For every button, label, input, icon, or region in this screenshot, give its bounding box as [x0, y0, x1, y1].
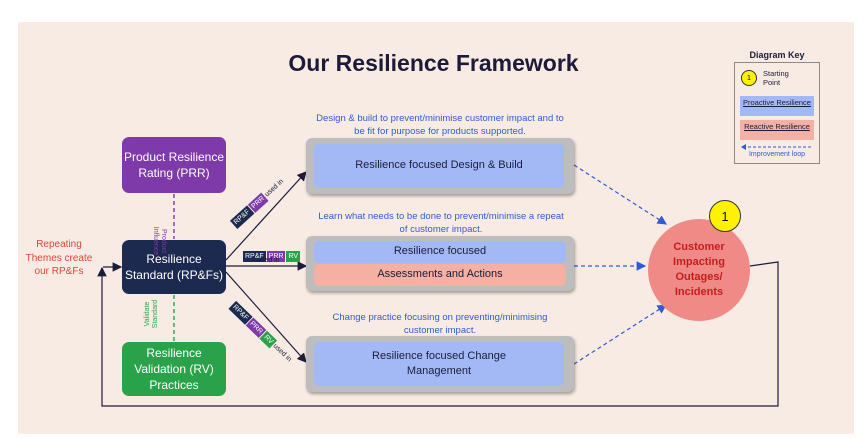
change-to-outcome-arrow: [573, 304, 668, 365]
lane-middle-description: Learn what needs to be done to prevent/m…: [318, 211, 564, 236]
node-resilience-validation: Resilience Validation (RV) Practices: [122, 342, 226, 396]
product-influence-label: Product Influence: [151, 226, 167, 256]
design-build-box: Resilience focused Design & Build: [314, 144, 564, 188]
outcome-label: Customer Impacting Outages/ Incidents: [673, 241, 725, 298]
diagram-key-title: Diagram Key: [749, 50, 805, 60]
customer-impact-outcome: Customer Impacting Outages/ Incidents: [648, 219, 750, 321]
starting-point-badge: 1: [709, 200, 741, 232]
feedback-loop: [97, 261, 779, 407]
standard-to-change-arrow: [225, 271, 307, 363]
standard-to-design-arrow: [225, 171, 307, 261]
tag-rv: RV: [286, 251, 301, 262]
design-to-outcome-arrow: [573, 164, 668, 225]
assessments-actions-box: Assessments and Actions: [314, 264, 566, 286]
repeating-themes-note: Repeating Themes create our RP&Fs: [25, 239, 93, 277]
key-starting-point: Starting Point: [763, 69, 789, 87]
used-in-middle: used in: [257, 257, 280, 264]
tags-middle: RP&F PRR RV: [243, 245, 301, 263]
key-reactive: Reactive Resilience: [740, 120, 814, 140]
diagram-key: 1 Starting Point Proactive Resilience Re…: [734, 62, 820, 164]
lane-top-description: Design & build to prevent/minimise custo…: [316, 113, 564, 138]
improvement-loop-icon: [741, 144, 811, 150]
key-badge: 1: [741, 70, 757, 86]
tag-rpf: RP&F: [243, 251, 266, 262]
change-management-box: Resilience focused Change Management: [314, 342, 564, 386]
node-product-resilience-rating: Product Resilience Rating (PRR): [122, 137, 226, 193]
validate-standard-label: Validate Standard: [144, 299, 160, 329]
node-resilience-standard: Resilience Standard (RP&Fs): [122, 240, 226, 294]
key-proactive: Proactive Resilience: [740, 96, 814, 116]
resilience-focused-box: Resilience focused: [314, 241, 566, 263]
key-improvement-loop: Improvement loop: [748, 151, 806, 158]
page-title: Our Resilience Framework: [288, 50, 579, 76]
tag-prr: PRR: [266, 251, 286, 262]
lane-bottom-description: Change practice focusing on preventing/m…: [332, 312, 548, 337]
